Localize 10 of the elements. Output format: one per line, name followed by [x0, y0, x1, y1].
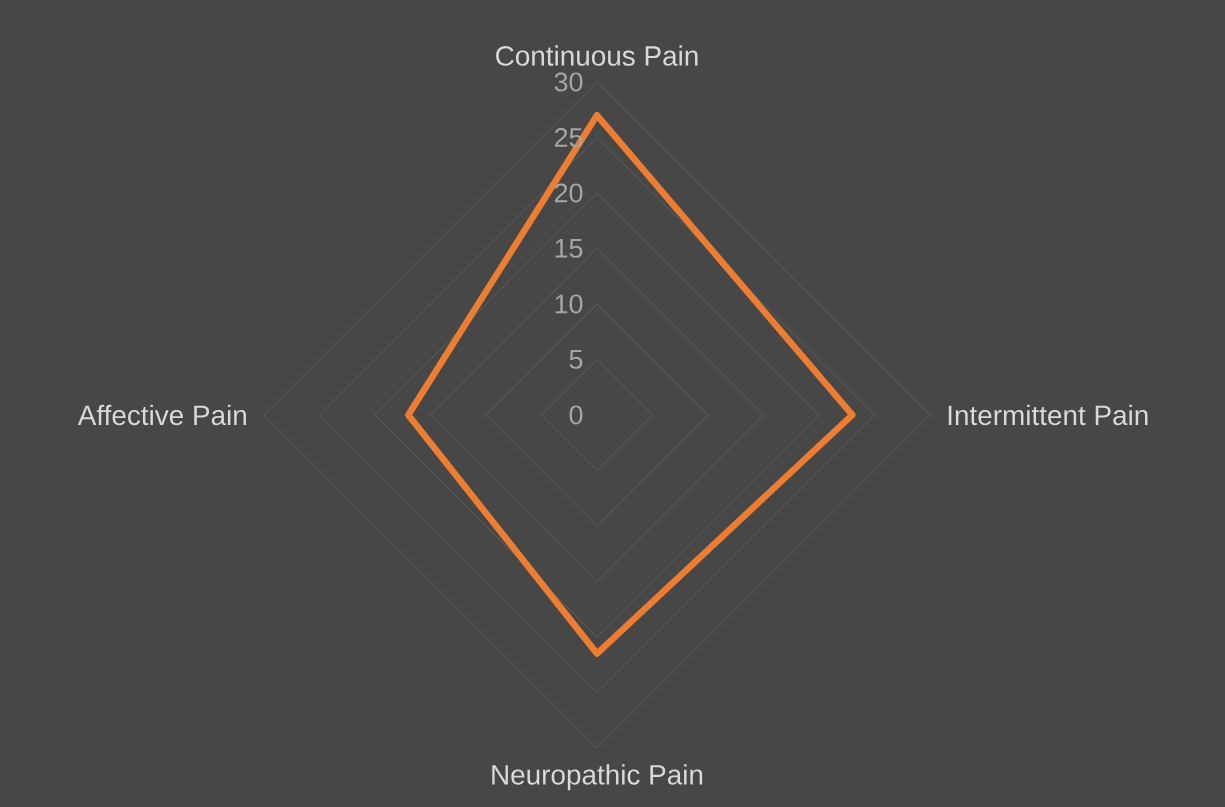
y-tick-label: 20: [554, 183, 583, 203]
y-tick-label: 0: [569, 405, 583, 425]
y-tick-label: 10: [555, 294, 583, 314]
spoke-label: Intermittent Pain: [948, 404, 1148, 426]
y-tick-label: 5: [569, 350, 583, 369]
spoke-label: Continuous Pain: [496, 45, 698, 66]
spoke-label: Neuropathic Pain: [492, 764, 703, 791]
y-tick-label: 30: [554, 72, 583, 92]
y-tick-label: 15: [555, 239, 583, 258]
spoke-label: Affective Pain: [77, 404, 246, 426]
